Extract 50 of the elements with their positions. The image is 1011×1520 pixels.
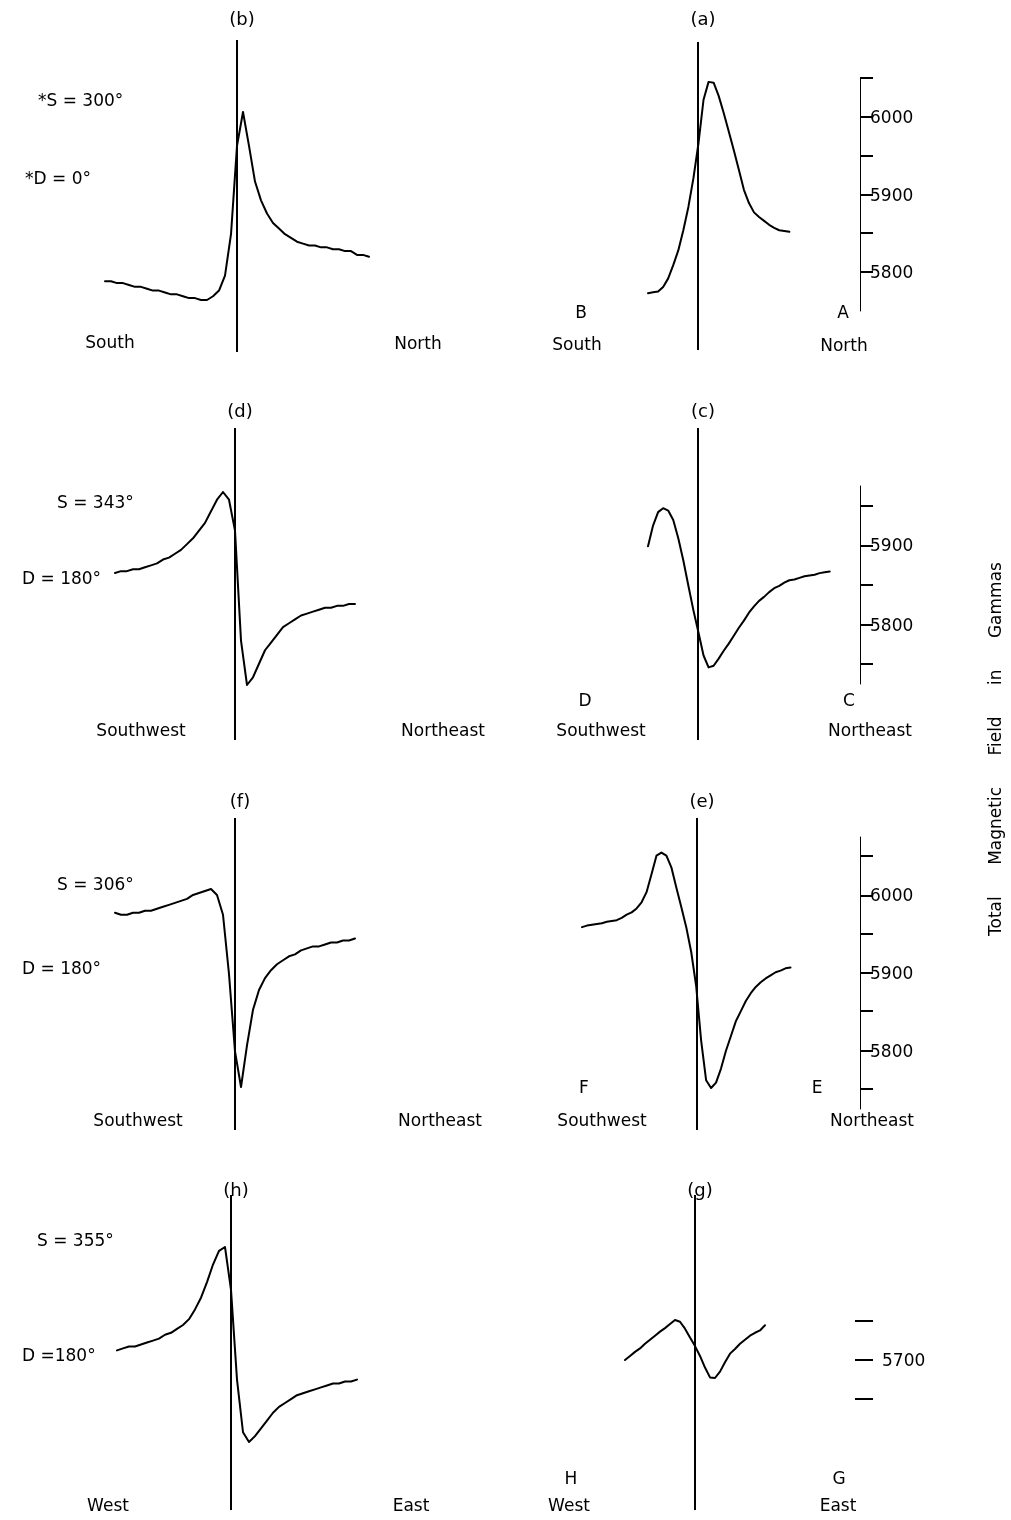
chart-title: (h) bbox=[223, 1178, 249, 1200]
y-tick-label: 6000 bbox=[870, 106, 914, 127]
text: Northeast bbox=[830, 1110, 915, 1130]
y-tick-label: 5900 bbox=[870, 184, 914, 205]
y-tick-label: 5900 bbox=[870, 535, 914, 556]
text: Southwest bbox=[557, 1110, 647, 1130]
text: B bbox=[575, 302, 587, 322]
y-tick-label: 5900 bbox=[870, 963, 914, 983]
text: Northeast bbox=[401, 720, 486, 740]
chart-title: (a) bbox=[690, 7, 716, 29]
annotation: F bbox=[579, 1077, 589, 1097]
y-tick-label: 5800 bbox=[870, 1040, 914, 1061]
text: North bbox=[394, 333, 442, 353]
text: A bbox=[837, 302, 850, 322]
text: Southwest bbox=[96, 720, 186, 740]
text: D =180° bbox=[22, 1345, 96, 1365]
annotation: S = 306° bbox=[57, 874, 134, 894]
chart-title: (c) bbox=[691, 399, 715, 421]
text: *S = 300° bbox=[38, 90, 124, 110]
annotation: S = 355° bbox=[37, 1230, 114, 1250]
text: C bbox=[843, 690, 855, 710]
text: East bbox=[392, 1495, 430, 1515]
text: South bbox=[552, 334, 602, 354]
y-tick-label: 5800 bbox=[870, 262, 914, 283]
text: North bbox=[820, 335, 868, 355]
chart-title: (d) bbox=[227, 399, 253, 421]
text: G bbox=[832, 1468, 846, 1488]
chart-title: (f) bbox=[229, 789, 251, 811]
text: Southwest bbox=[93, 1110, 183, 1130]
text: *D = 0° bbox=[25, 168, 91, 188]
annotation: S = 343° bbox=[57, 492, 134, 512]
text: H bbox=[564, 1468, 578, 1488]
chart-title: (g) bbox=[687, 1178, 713, 1200]
text: D = 180° bbox=[22, 958, 102, 978]
text: D bbox=[578, 690, 592, 710]
text: West bbox=[87, 1495, 130, 1515]
text: West bbox=[548, 1495, 591, 1515]
y-axis-title: Total Magnetic Field in Gammas bbox=[985, 561, 1005, 938]
text: South bbox=[85, 332, 135, 352]
text: D = 180° bbox=[22, 568, 102, 588]
chart-title: (b) bbox=[229, 7, 255, 29]
text: E bbox=[811, 1077, 823, 1097]
text: 5700 bbox=[882, 1350, 926, 1370]
chart-title: (e) bbox=[689, 789, 715, 811]
text: Northeast bbox=[398, 1110, 483, 1130]
y-tick-label: 5800 bbox=[870, 614, 914, 635]
text: East bbox=[819, 1495, 857, 1515]
text: Southwest bbox=[556, 720, 646, 740]
y-tick-label: 6000 bbox=[870, 885, 914, 906]
text: Northeast bbox=[828, 720, 913, 740]
